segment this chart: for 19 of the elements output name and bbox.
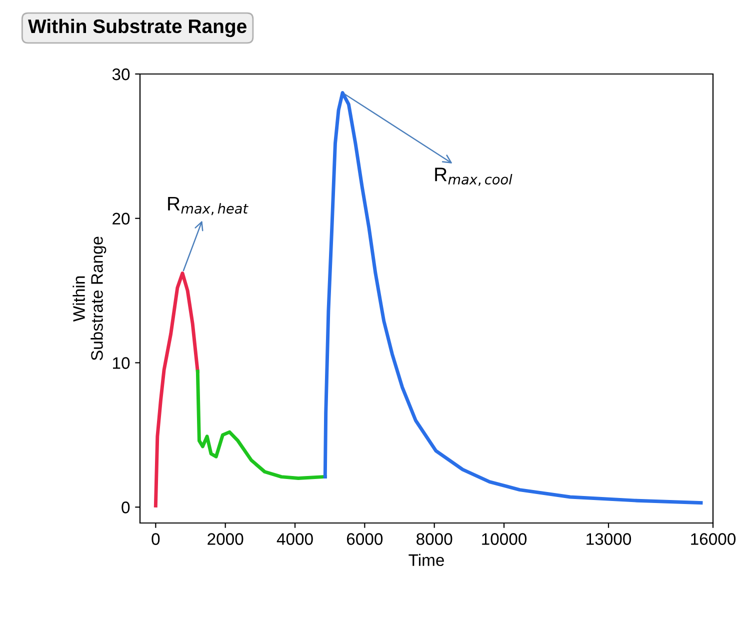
- line-series: [154, 272, 200, 508]
- annotation: R$_{max,heat}$: [168, 196, 248, 216]
- x-tick-label: 0: [152, 533, 160, 545]
- x-tick-label: 16000: [691, 533, 736, 545]
- y-tick-label: 20: [112, 212, 130, 225]
- x-axis-title: Time: [408, 554, 444, 566]
- x-tick-label: 10000: [482, 533, 527, 545]
- y-tick-label: 10: [113, 357, 130, 369]
- x-tick-label: 8000: [416, 533, 452, 545]
- x-tick-label: 4000: [276, 533, 313, 545]
- y-tick-label: 30: [112, 68, 130, 80]
- x-tick-label: 6000: [346, 533, 383, 545]
- y-tick-label: 0: [122, 502, 130, 514]
- x-tick-label: 2000: [208, 533, 244, 545]
- y-axis-title: Within Substrate Range: [72, 236, 106, 360]
- x-tick-label: 13000: [586, 533, 632, 545]
- chart-title: Within Substrate Range: [28, 18, 246, 38]
- annotation: R$_{max,cool}$: [435, 168, 512, 186]
- line-series: [323, 91, 703, 505]
